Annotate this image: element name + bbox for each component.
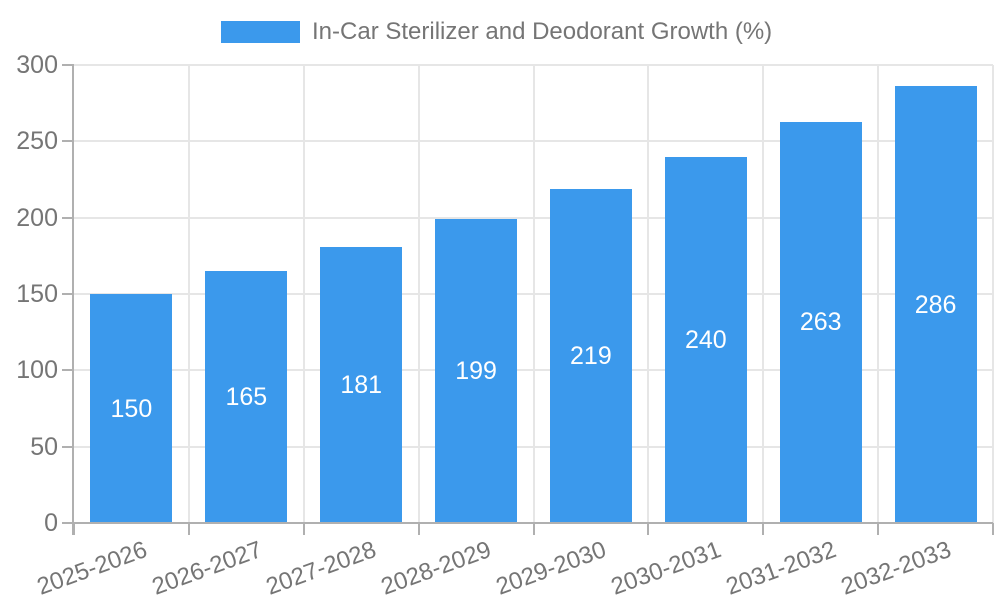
x-gridline (647, 65, 650, 523)
bar-2032-2033[interactable] (894, 86, 977, 523)
x-axis-label-2027-2028: 2027-2028 (263, 536, 381, 600)
x-axis-label-2029-2030: 2029-2030 (492, 536, 610, 600)
y-axis-tick (62, 445, 74, 448)
y-axis-tick (62, 369, 74, 372)
bar-value-label: 219 (570, 341, 612, 370)
x-axis-tick (992, 523, 994, 535)
x-axis-tick (877, 523, 880, 535)
x-gridline (762, 65, 765, 523)
y-axis-tick-label: 50 (30, 432, 58, 461)
y-axis-tick-label: 100 (16, 356, 58, 385)
y-axis-tick-label: 200 (16, 203, 58, 232)
bar-2031-2032[interactable] (779, 121, 862, 523)
legend[interactable]: In-Car Sterilizer and Deodorant Growth (… (221, 18, 773, 45)
y-axis-tick (62, 140, 74, 143)
bar-2028-2029[interactable] (435, 219, 518, 523)
x-axis-tick (187, 523, 190, 535)
bar-value-label: 286 (914, 290, 957, 319)
x-axis-label-2032-2033: 2032-2033 (837, 536, 955, 600)
x-axis-tick (417, 523, 420, 535)
x-axis-label-2030-2031: 2030-2031 (607, 536, 725, 600)
bar-value-label: 263 (799, 308, 842, 337)
x-gridline (187, 65, 190, 523)
x-axis-tick (302, 523, 305, 535)
y-axis-tick-label: 0 (44, 509, 58, 537)
legend-swatch-icon (221, 21, 300, 43)
x-gridline (877, 65, 880, 523)
bar-value-label: 165 (225, 383, 268, 412)
x-gridline (417, 65, 420, 523)
bar-value-label: 150 (110, 394, 153, 423)
y-axis-tick (62, 64, 74, 66)
y-axis-tick (62, 216, 74, 219)
y-axis-tick-label: 150 (16, 280, 58, 308)
y-axis-tick-label: 300 (16, 51, 58, 79)
bar-2026-2027[interactable] (205, 271, 288, 523)
bar-value-label: 199 (455, 357, 497, 386)
bar-2027-2028[interactable] (320, 246, 403, 523)
x-gridline (532, 65, 535, 523)
bar-2025-2026[interactable] (90, 294, 173, 523)
bar-value-label: 181 (340, 370, 383, 399)
x-axis-label-2026-2027: 2026-2027 (148, 536, 266, 600)
x-axis-label-2028-2029: 2028-2029 (377, 536, 496, 600)
bar-value-label: 240 (684, 325, 727, 354)
x-gridline (302, 65, 305, 523)
x-gridline (992, 65, 994, 523)
x-axis-tick (647, 523, 650, 535)
x-axis-line (62, 522, 993, 524)
bar-2029-2030[interactable] (549, 188, 632, 523)
y-axis-tick-label: 250 (16, 127, 58, 156)
bar-2030-2031[interactable] (664, 156, 747, 523)
x-axis-tick (73, 523, 75, 535)
legend-label: In-Car Sterilizer and Deodorant Growth (… (312, 18, 773, 45)
x-axis-label-2031-2032: 2031-2032 (722, 536, 840, 600)
x-axis-tick (762, 523, 765, 535)
x-axis-tick (532, 523, 535, 535)
y-axis-line (72, 65, 74, 535)
x-axis-label-2025-2026: 2025-2026 (33, 536, 151, 600)
y-axis-tick (62, 293, 74, 295)
